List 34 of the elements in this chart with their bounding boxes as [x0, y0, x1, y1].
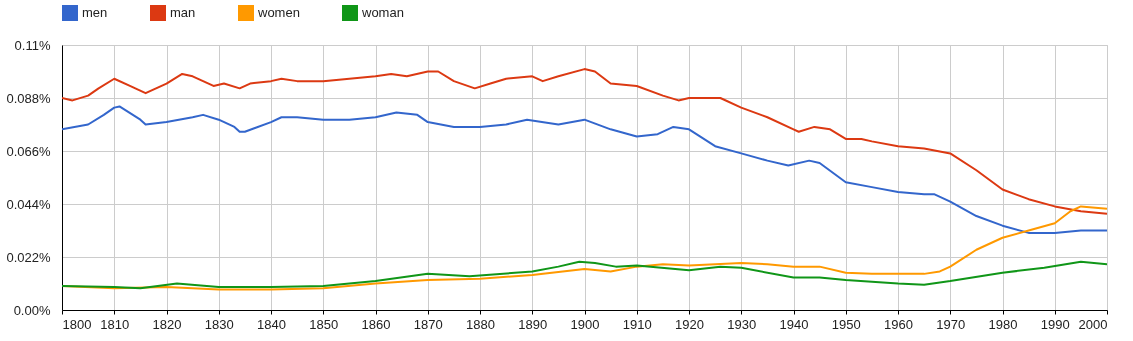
x-tick-label: 1990 — [1040, 316, 1070, 332]
y-tick-label: 0.00% — [13, 302, 51, 318]
x-tick-label: 1890 — [518, 316, 548, 332]
x-tick-label: 1920 — [675, 316, 704, 332]
y-tick-label: 0.044% — [6, 196, 51, 212]
x-tick-label: 1930 — [727, 316, 757, 332]
x-tick-label: 1870 — [413, 316, 443, 332]
legend-label: men — [82, 5, 108, 20]
x-tick-label: 1800 — [62, 316, 92, 332]
x-tick-label: 1820 — [152, 316, 182, 332]
x-tick-label: 1970 — [936, 316, 966, 332]
y-tick-label: 0.088% — [6, 90, 51, 106]
x-tick-label: 1880 — [466, 316, 495, 332]
y-tick-label: 0.022% — [6, 249, 51, 265]
y-tick-label: 0.066% — [6, 143, 51, 159]
x-tick-label: 1850 — [309, 316, 339, 332]
x-tick-label: 2000 — [1078, 316, 1108, 332]
legend-label: women — [257, 5, 300, 20]
legend-label: woman — [361, 5, 404, 20]
line-series — [62, 68, 1107, 215]
x-tick-label: 1950 — [831, 316, 861, 332]
x-tick-label: 1830 — [204, 316, 234, 332]
x-tick-label: 1810 — [100, 316, 130, 332]
x-tick-label: 1840 — [257, 316, 286, 332]
legend-label: man — [170, 5, 196, 20]
line-series — [62, 105, 1107, 234]
x-tick-label: 1900 — [570, 316, 600, 332]
x-tick-label: 1980 — [988, 316, 1018, 332]
x-tick-label: 1910 — [622, 316, 652, 332]
x-tick-label: 1960 — [884, 316, 913, 332]
line-series — [62, 260, 1107, 290]
x-tick-label: 1860 — [361, 316, 391, 332]
x-tick-label: 1940 — [779, 316, 809, 332]
y-tick-label: 0.11% — [14, 37, 51, 53]
